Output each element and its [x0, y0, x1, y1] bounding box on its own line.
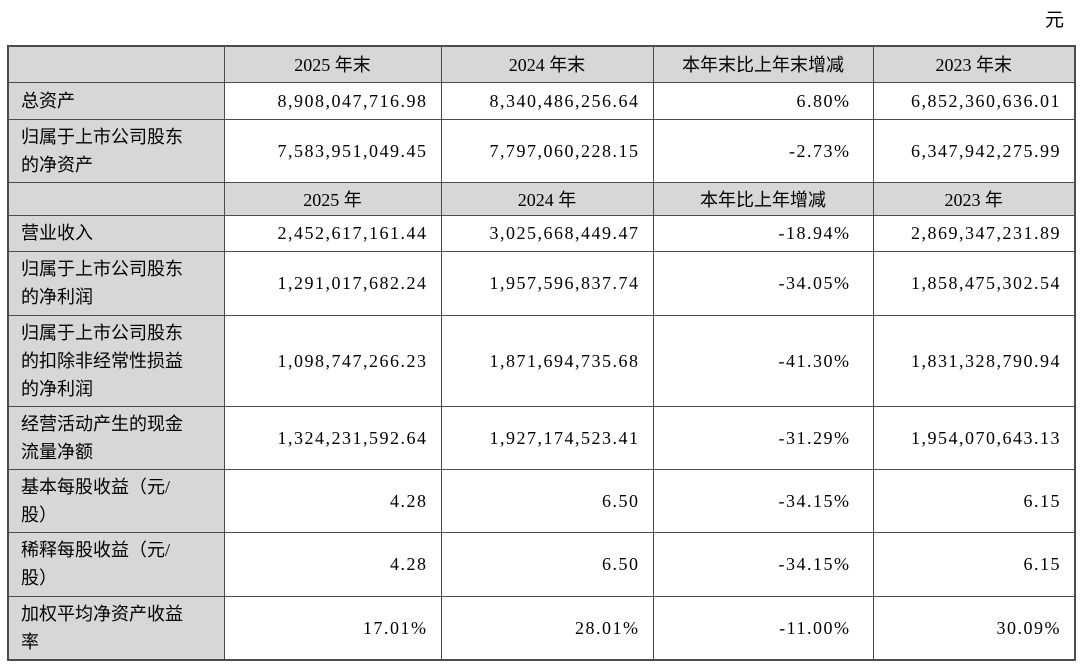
- row-label: 总资产: [7, 81, 225, 120]
- value-change: 6.80%: [652, 81, 874, 120]
- value-2024: 3,025,668,449.47: [440, 214, 654, 252]
- value-2024: 6.50: [440, 468, 654, 533]
- value-2023: 2,869,347,231.89: [872, 214, 1076, 252]
- value-2025: 1,291,017,682.24: [223, 250, 442, 316]
- currency-unit-label: 元: [1044, 10, 1064, 31]
- table-header-row: 2025 年 2024 年 本年比上年增减 2023 年: [7, 181, 1076, 216]
- value-2024: 6.50: [440, 531, 654, 597]
- row-label: 经营活动产生的现金流量净额: [7, 405, 225, 470]
- table-row: 基本每股收益（元/股） 4.28 6.50 -34.15% 6.15: [7, 468, 1076, 533]
- value-change: -34.15%: [652, 531, 874, 597]
- header-label-cell: [7, 181, 225, 216]
- table-row: 加权平均净资产收益率 17.01% 28.01% -11.00% 30.09%: [7, 595, 1076, 660]
- value-2025: 8,908,047,716.98: [223, 81, 442, 120]
- value-2023: 6,852,360,636.01: [872, 81, 1076, 120]
- table-row: 经营活动产生的现金流量净额 1,324,231,592.64 1,927,174…: [7, 405, 1076, 470]
- header-2024-cell: 2024 年末: [440, 45, 654, 83]
- row-label: 营业收入: [7, 214, 225, 252]
- value-2023: 1,858,475,302.54: [872, 250, 1076, 316]
- value-change: -41.30%: [652, 314, 874, 407]
- row-label: 归属于上市公司股东的扣除非经常性损益的净利润: [7, 314, 225, 407]
- table-row: 归属于上市公司股东的净资产 7,583,951,049.45 7,797,060…: [7, 118, 1076, 183]
- value-2023: 6.15: [872, 468, 1076, 533]
- value-2025: 17.01%: [223, 595, 442, 660]
- value-2025: 1,324,231,592.64: [223, 405, 442, 470]
- header-2023-cell: 2023 年: [872, 181, 1076, 216]
- header-change-cell: 本年比上年增减: [652, 181, 874, 216]
- table-row: 归属于上市公司股东的净利润 1,291,017,682.24 1,957,596…: [7, 250, 1076, 316]
- value-2025: 1,098,747,266.23: [223, 314, 442, 407]
- value-change: -2.73%: [652, 118, 874, 183]
- value-2023: 6.15: [872, 531, 1076, 597]
- value-2024: 1,871,694,735.68: [440, 314, 654, 407]
- value-2025: 7,583,951,049.45: [223, 118, 442, 183]
- table-row: 归属于上市公司股东的扣除非经常性损益的净利润 1,098,747,266.23 …: [7, 314, 1076, 407]
- value-change: -18.94%: [652, 214, 874, 252]
- value-2023: 6,347,942,275.99: [872, 118, 1076, 183]
- value-2023: 30.09%: [872, 595, 1076, 660]
- value-2025: 2,452,617,161.44: [223, 214, 442, 252]
- header-2025-cell: 2025 年末: [223, 45, 442, 83]
- value-change: -31.29%: [652, 405, 874, 470]
- value-change: -34.05%: [652, 250, 874, 316]
- header-2025-cell: 2025 年: [223, 181, 442, 216]
- table-row: 总资产 8,908,047,716.98 8,340,486,256.64 6.…: [7, 81, 1076, 120]
- value-change: -34.15%: [652, 468, 874, 533]
- value-2024: 8,340,486,256.64: [440, 81, 654, 120]
- table-header-row: 2025 年末 2024 年末 本年末比上年末增减 2023 年末: [7, 45, 1076, 83]
- value-2024: 1,927,174,523.41: [440, 405, 654, 470]
- value-2023: 1,954,070,643.13: [872, 405, 1076, 470]
- value-2025: 4.28: [223, 531, 442, 597]
- row-label: 归属于上市公司股东的净资产: [7, 118, 225, 183]
- value-2023: 1,831,328,790.94: [872, 314, 1076, 407]
- value-2025: 4.28: [223, 468, 442, 533]
- table-row: 营业收入 2,452,617,161.44 3,025,668,449.47 -…: [7, 214, 1076, 252]
- value-change: -11.00%: [652, 595, 874, 660]
- table-row: 稀释每股收益（元/股） 4.28 6.50 -34.15% 6.15: [7, 531, 1076, 597]
- row-label: 归属于上市公司股东的净利润: [7, 250, 225, 316]
- row-label: 稀释每股收益（元/股）: [7, 531, 225, 597]
- header-2024-cell: 2024 年: [440, 181, 654, 216]
- row-label: 基本每股收益（元/股）: [7, 468, 225, 533]
- header-label-cell: [7, 45, 225, 83]
- value-2024: 28.01%: [440, 595, 654, 660]
- value-2024: 1,957,596,837.74: [440, 250, 654, 316]
- row-label: 加权平均净资产收益率: [7, 595, 225, 660]
- value-2024: 7,797,060,228.15: [440, 118, 654, 183]
- header-2023-cell: 2023 年末: [872, 45, 1076, 83]
- financial-summary-table: 2025 年末 2024 年末 本年末比上年末增减 2023 年末 总资产 8,…: [7, 45, 1076, 661]
- header-change-cell: 本年末比上年末增减: [652, 45, 874, 83]
